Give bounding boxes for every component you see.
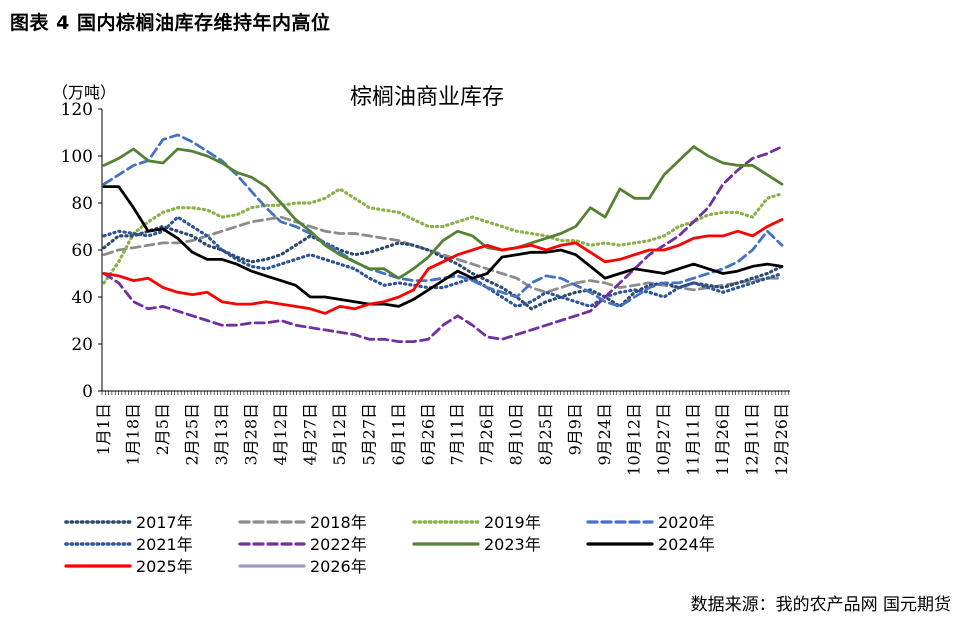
legend-item: 2023年	[412, 535, 541, 554]
x-tick-label: 1月18日	[124, 403, 143, 466]
y-tick-label: 100	[61, 147, 93, 167]
x-tick-label: 8月25日	[536, 403, 555, 466]
series-line-2024年	[102, 185, 784, 308]
legend-item: 2025年	[64, 557, 193, 576]
series-line-2022年	[102, 145, 784, 344]
legend-label: 2017年	[136, 513, 193, 532]
y-unit-label: （万吨）	[52, 83, 116, 102]
series-line-2017年	[102, 224, 784, 311]
x-tick-label: 7月11日	[448, 403, 467, 466]
x-tick-label: 10月27日	[654, 403, 673, 476]
figure-title: 图表 4 国内棕榈油库存维持年内高位	[10, 12, 331, 34]
x-tick-label: 3月13日	[212, 403, 231, 466]
x-tick-label: 8月10日	[507, 403, 526, 466]
legend-item: 2019年	[412, 513, 541, 532]
x-tick-label: 6月26日	[418, 403, 437, 466]
x-tick-label: 2月5日	[153, 403, 172, 455]
x-tick-label: 3月28日	[241, 403, 260, 466]
x-tick-label: 12月11日	[743, 403, 762, 476]
legend-label: 2022年	[310, 535, 367, 554]
x-tick-label: 7月26日	[477, 403, 496, 466]
y-tick-label: 80	[71, 194, 93, 214]
x-tick-label: 11月11日	[684, 403, 703, 476]
series-line-2018年	[102, 215, 784, 294]
legend-item: 2022年	[238, 535, 367, 554]
legend-label: 2023年	[484, 535, 541, 554]
y-tick-label: 20	[71, 335, 93, 355]
y-tick-label: 120	[61, 100, 93, 120]
x-tick-label: 4月27日	[300, 403, 319, 466]
legend: 2017年 2018年 2019年 2020年 2021年 2022年 2023年 2024年…	[64, 513, 715, 576]
legend-item: 2024年	[586, 535, 715, 554]
series-line-2019年	[102, 187, 784, 285]
series-line-2021年	[102, 215, 784, 308]
series-line-2023年	[102, 145, 784, 280]
y-tick-label: 0	[82, 382, 93, 402]
series-line-2020年	[102, 133, 784, 308]
legend-item: 2020年	[586, 513, 715, 532]
x-tick-label: 10月12日	[625, 403, 644, 476]
x-tick-label: 1月1日	[94, 403, 113, 455]
chart-title: 棕榈油商业库存	[350, 85, 504, 110]
legend-label: 2024年	[658, 535, 715, 554]
axes: 0 20 40 60 80 100 120 1月1日 1月18日 2月5日 2月25日 3月13日 3月…	[61, 100, 791, 476]
x-tick-label: 12月26日	[772, 403, 791, 476]
series-layer	[102, 133, 784, 344]
source-note: 数据来源：我的农产品网 国元期货	[690, 595, 951, 615]
series-line-2025年	[102, 218, 784, 315]
legend-label: 2018年	[310, 513, 367, 532]
legend-item: 2018年	[238, 513, 367, 532]
legend-item: 2017年	[64, 513, 193, 532]
legend-item: 2021年	[64, 535, 193, 554]
x-tick-label: 9月24日	[595, 403, 614, 466]
y-tick-label: 40	[71, 288, 93, 308]
legend-label: 2019年	[484, 513, 541, 532]
legend-label: 2021年	[136, 535, 193, 554]
x-tick-label: 9月9日	[566, 403, 585, 455]
legend-label: 2026年	[310, 557, 367, 576]
legend-label: 2020年	[658, 513, 715, 532]
legend-item: 2026年	[238, 557, 367, 576]
y-tick-label: 60	[71, 241, 93, 261]
x-tick-label: 5月12日	[330, 403, 349, 466]
x-tick-label: 5月27日	[359, 403, 378, 466]
x-tick-label: 11月26日	[713, 403, 732, 476]
x-tick-label: 2月25日	[182, 403, 201, 466]
chart: 棕榈油商业库存 （万吨） 0 20 40 60 80 100 120 1月1日 1月18日 2月5…	[52, 83, 791, 576]
x-tick-label: 4月12日	[271, 403, 290, 466]
x-tick-label: 6月11日	[389, 403, 408, 466]
legend-label: 2025年	[136, 557, 193, 576]
